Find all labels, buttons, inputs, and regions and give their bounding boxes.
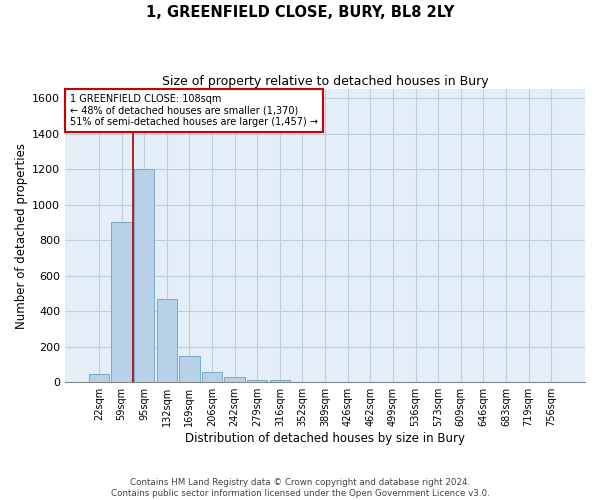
Bar	[269, 380, 290, 382]
Bar	[112, 222, 132, 382]
Text: 1, GREENFIELD CLOSE, BURY, BL8 2LY: 1, GREENFIELD CLOSE, BURY, BL8 2LY	[146, 5, 454, 20]
Bar	[89, 374, 109, 382]
Bar	[134, 169, 154, 382]
Title: Size of property relative to detached houses in Bury: Size of property relative to detached ho…	[162, 75, 488, 88]
Bar	[247, 380, 268, 382]
X-axis label: Distribution of detached houses by size in Bury: Distribution of detached houses by size …	[185, 432, 465, 445]
Bar	[224, 377, 245, 382]
Text: 1 GREENFIELD CLOSE: 108sqm
← 48% of detached houses are smaller (1,370)
51% of s: 1 GREENFIELD CLOSE: 108sqm ← 48% of deta…	[70, 94, 319, 127]
Text: Contains HM Land Registry data © Crown copyright and database right 2024.
Contai: Contains HM Land Registry data © Crown c…	[110, 478, 490, 498]
Bar	[179, 356, 200, 382]
Bar	[202, 372, 222, 382]
Bar	[157, 298, 177, 382]
Y-axis label: Number of detached properties: Number of detached properties	[15, 142, 28, 328]
